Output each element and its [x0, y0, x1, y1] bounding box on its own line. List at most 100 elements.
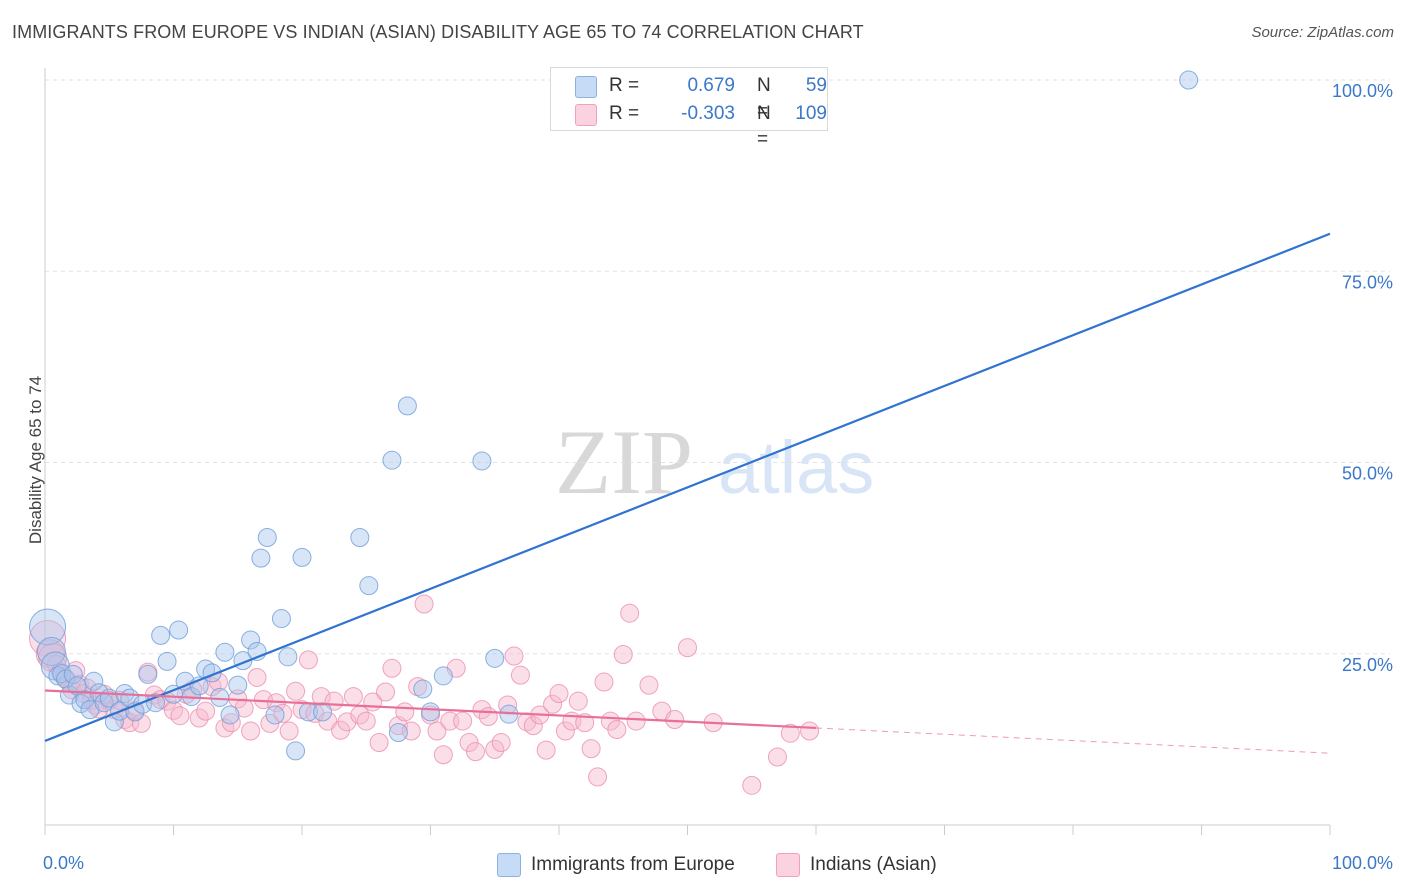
r-label: R = [609, 75, 640, 96]
indian-point [376, 682, 396, 702]
tick-labels: 25.0% 50.0% 75.0% 100.0% 0.0% 100.0% [43, 81, 1393, 873]
watermark: ZIP atlas [555, 411, 874, 513]
chart-title: IMMIGRANTS FROM EUROPE VS INDIAN (ASIAN)… [12, 22, 864, 42]
europe-legend-swatch [497, 853, 521, 877]
indian-point [555, 721, 575, 741]
europe-point [84, 671, 104, 691]
europe-point [313, 702, 333, 722]
indian-point [453, 711, 473, 731]
europe-point [388, 723, 408, 743]
y-tick-label: 50.0% [1342, 464, 1393, 484]
indian-point [543, 694, 563, 714]
europe-point [241, 630, 261, 650]
europe-point [215, 642, 235, 662]
r-value: -0.303 [681, 103, 735, 124]
indian-point [170, 706, 190, 726]
indian-point [311, 687, 331, 707]
indian-point [800, 721, 820, 741]
indian-point [433, 745, 453, 765]
europe-point [485, 648, 505, 668]
europe-point [257, 527, 277, 547]
gridlines [45, 79, 1390, 655]
indian-point [356, 711, 376, 731]
indian-point [221, 713, 241, 733]
europe-point [220, 705, 240, 725]
europe-point [271, 609, 291, 629]
indian-point [408, 677, 428, 697]
indian-point [613, 645, 633, 665]
indian-point [742, 775, 762, 795]
indian-point [369, 732, 389, 752]
indian-point [780, 723, 800, 743]
indian-point [665, 710, 685, 730]
x-tick-label: 0.0% [43, 853, 84, 873]
europe-point [29, 608, 67, 646]
indian-point [196, 701, 216, 721]
indian-point [607, 719, 627, 739]
indian-point [241, 721, 261, 741]
y-tick-label: 100.0% [1332, 81, 1393, 101]
n-label: N = [757, 75, 771, 122]
indian-point [536, 740, 556, 760]
indian-point [478, 706, 498, 726]
r-value: 0.679 [687, 75, 735, 96]
r-label: R = [609, 103, 640, 124]
indian-point [620, 603, 640, 623]
indian-point [504, 646, 524, 666]
indian-point [247, 667, 267, 687]
indian-point [767, 747, 787, 767]
europe-point [413, 679, 433, 699]
indian-point [414, 594, 434, 614]
indian-point [382, 658, 402, 678]
indian-point [626, 711, 646, 731]
europe-point [421, 702, 440, 722]
indian-point [588, 767, 608, 787]
indian-trend-extension [815, 727, 1331, 754]
indian-point [594, 672, 614, 692]
indian-point [510, 665, 530, 685]
indian-swatch [575, 104, 597, 126]
indian-legend-swatch [776, 853, 800, 877]
indian-point [491, 732, 511, 752]
n-value: 59 [805, 75, 827, 96]
europe-point [397, 396, 417, 416]
europe-point [350, 527, 370, 547]
indian-point [568, 691, 588, 711]
x-tick-label: 100.0% [1332, 853, 1393, 873]
europe-point [382, 450, 402, 470]
europe-point [286, 741, 306, 761]
indian-point [427, 721, 447, 741]
europe-point [278, 647, 298, 667]
correlation-legend: R = 0.679 N = 59 R = -0.303 N = 109 [550, 67, 828, 150]
europe-point [36, 636, 66, 666]
indian-point [575, 713, 595, 733]
indian-point [678, 638, 697, 658]
indian-point [549, 684, 569, 704]
source-label: Source: ZipAtlas.com [1251, 24, 1394, 41]
indian-point [318, 711, 338, 731]
indian-point [273, 703, 293, 723]
indian-point [131, 713, 151, 733]
n-label: N = [757, 103, 771, 150]
europe-points [29, 70, 1199, 761]
indian-point [523, 716, 543, 736]
indian-point [639, 675, 659, 695]
europe-point [433, 666, 453, 686]
indian-point [395, 702, 415, 722]
europe-point [472, 451, 492, 471]
europe-point [359, 576, 379, 596]
indian-point [164, 700, 183, 720]
indian-point [279, 721, 299, 741]
europe-point [210, 687, 230, 707]
europe-point [292, 547, 312, 567]
n-value: 109 [795, 103, 827, 124]
europe-point [228, 675, 248, 695]
europe-point [157, 651, 177, 671]
indian-point [459, 732, 479, 752]
europe-point [151, 625, 171, 645]
indian-point [298, 650, 318, 670]
europe-point [138, 664, 158, 684]
watermark-atlas: atlas [718, 426, 874, 509]
indian-legend-label: Indians (Asian) [810, 854, 937, 875]
